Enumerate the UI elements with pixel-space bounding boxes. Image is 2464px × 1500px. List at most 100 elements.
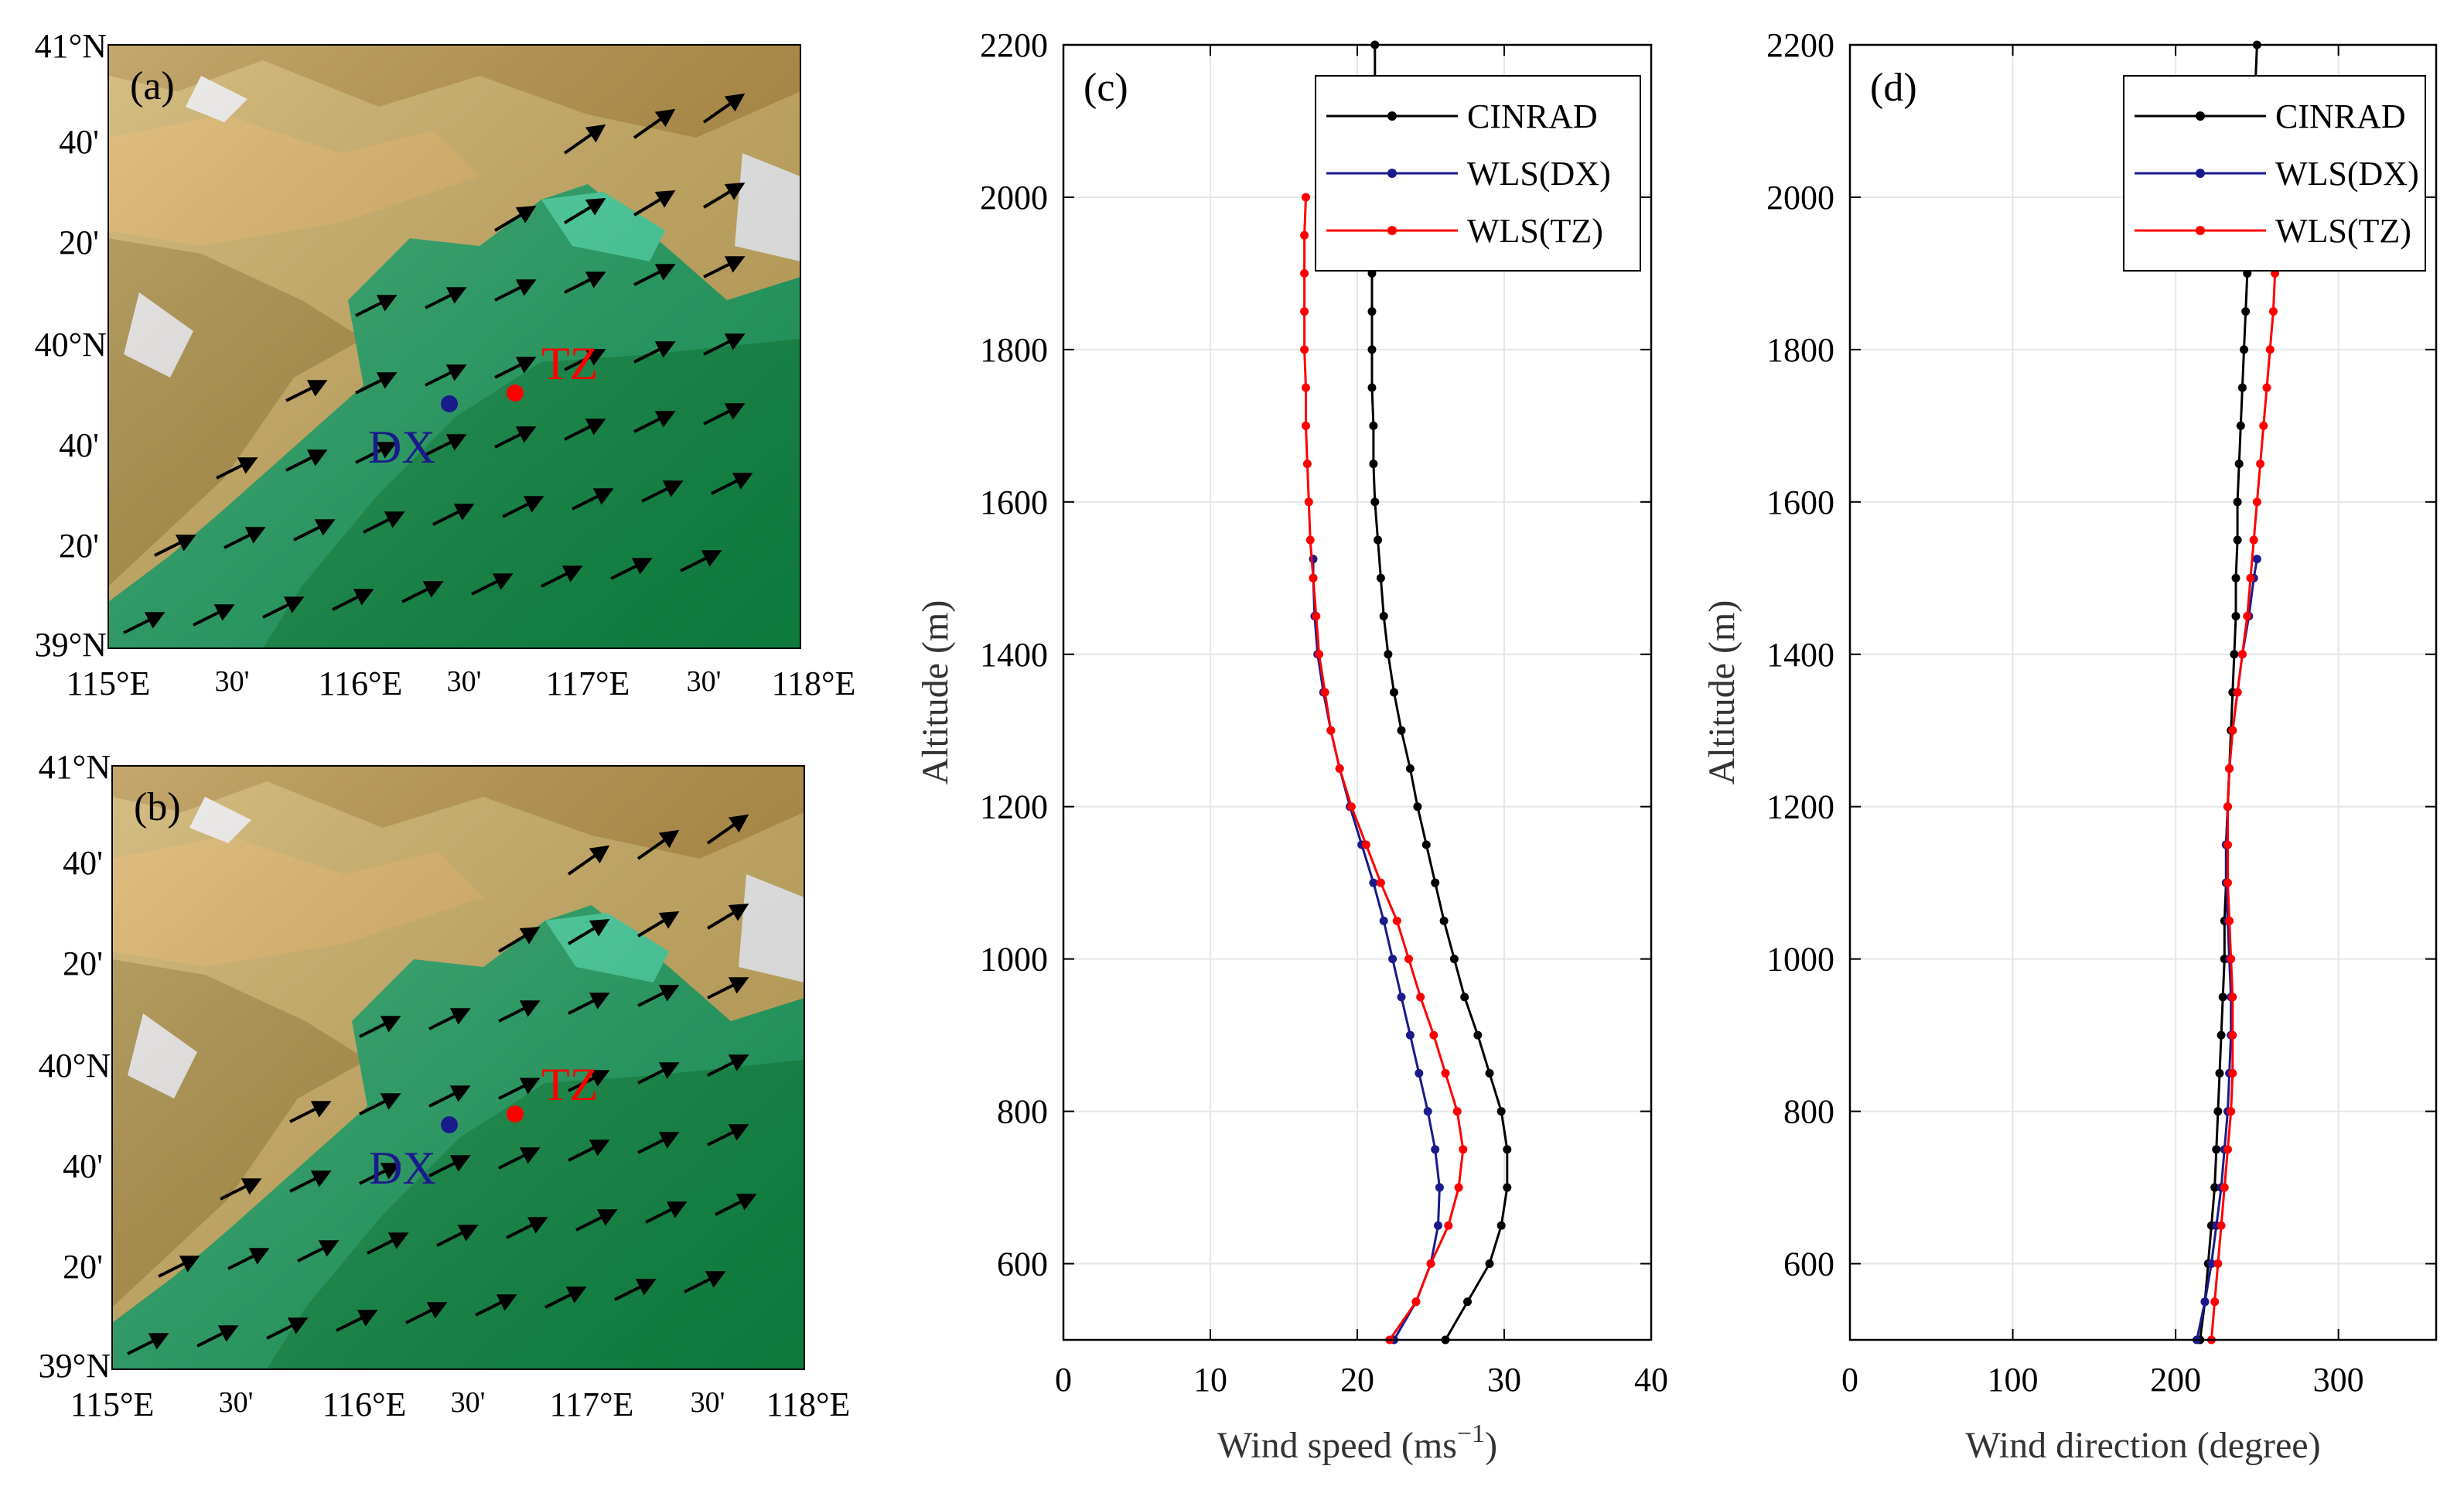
data-point xyxy=(1326,726,1336,735)
y-tick-label: 1600 xyxy=(980,483,1048,521)
x-tick-label: 117°E xyxy=(546,665,630,702)
y-tick-label: 1200 xyxy=(1766,788,1834,826)
data-point xyxy=(1302,460,1312,469)
data-point xyxy=(2217,1030,2226,1040)
data-point xyxy=(2246,573,2255,583)
x-tick-labels: 115°E 30' 116°E 30' 117°E 30' 118°E xyxy=(70,1386,851,1423)
data-point xyxy=(2243,612,2252,621)
data-point xyxy=(1473,1030,1483,1040)
y-tick-label: 20' xyxy=(63,945,103,982)
data-point xyxy=(2223,1145,2232,1154)
terrain-map xyxy=(112,766,804,1369)
data-point xyxy=(2231,612,2240,621)
panel-label: (d) xyxy=(1870,66,1917,110)
x-tick-label: 30' xyxy=(691,1386,725,1419)
x-tick-label: 30' xyxy=(451,1386,486,1419)
data-point xyxy=(2227,955,2236,964)
x-tick-label: 300 xyxy=(2313,1361,2364,1399)
series-wls-tz- xyxy=(1300,193,1468,1345)
data-point xyxy=(1305,535,1315,545)
legend-marker xyxy=(1387,226,1397,235)
station-tz-label: TZ xyxy=(541,338,598,389)
chart-panel-c: 0 10 20 30 40 600 800 1000 1200 1400 1600 1800 2000 2… xyxy=(915,26,1668,1466)
x-tick-label: 30' xyxy=(447,665,482,698)
data-point xyxy=(1405,1030,1415,1040)
data-point xyxy=(2249,535,2258,545)
data-point xyxy=(2237,650,2247,659)
y-axis-label: Altitude (m) xyxy=(1701,600,1742,785)
data-point xyxy=(1300,345,1309,354)
data-point xyxy=(1449,955,1459,964)
data-point xyxy=(1346,802,1356,812)
data-point xyxy=(1459,1145,1468,1154)
y-tick-label: 1000 xyxy=(1766,941,1834,979)
data-point xyxy=(1300,307,1309,316)
legend-marker xyxy=(2196,226,2205,235)
data-point xyxy=(2227,1107,2236,1116)
map-frame xyxy=(108,44,801,649)
axes-frame xyxy=(1848,43,2438,1341)
y-tick-label: 40' xyxy=(59,426,99,464)
data-point xyxy=(2228,726,2237,735)
terrain-map xyxy=(108,45,800,648)
wind-vectors xyxy=(123,93,753,634)
data-point xyxy=(1439,916,1449,925)
y-tick-label: 2000 xyxy=(980,179,1048,217)
data-point xyxy=(2230,650,2239,659)
data-point xyxy=(2228,1030,2237,1040)
data-point xyxy=(1435,1183,1444,1192)
panel-label: (b) xyxy=(134,785,181,829)
y-tick-label: 40' xyxy=(59,123,99,161)
data-point xyxy=(2225,916,2234,925)
data-point xyxy=(1300,231,1309,240)
chart-panel-d: 0 100 200 300 600 800 1000 1200 1400 1600 1800 2000… xyxy=(1701,26,2438,1466)
series-wls-dx- xyxy=(1309,555,1444,1345)
y-tick-label: 2200 xyxy=(1766,26,1834,64)
data-point xyxy=(1452,1107,1462,1116)
series-wls-dx- xyxy=(2192,555,2261,1345)
map-frame xyxy=(111,765,805,1370)
y-tick-label: 1800 xyxy=(1766,331,1834,369)
data-point xyxy=(2225,764,2234,773)
x-tick-label: 115°E xyxy=(67,665,151,702)
data-point xyxy=(2213,1259,2223,1269)
data-point xyxy=(2252,497,2261,507)
data-point xyxy=(1460,993,1469,1002)
x-tick-label: 20 xyxy=(1340,1361,1374,1399)
legend-marker xyxy=(1387,111,1397,121)
data-point xyxy=(1444,1221,1453,1230)
station-dx-label: DX xyxy=(368,422,435,473)
x-tick-label: 200 xyxy=(2150,1361,2201,1399)
x-tick-label: 117°E xyxy=(550,1386,634,1423)
data-point xyxy=(1361,840,1370,849)
data-point xyxy=(1503,1183,1512,1192)
x-tick-label: 40 xyxy=(1634,1361,1668,1399)
legend: CINRAD WLS(DX) WLS(TZ) xyxy=(2123,75,2426,272)
station-dx-label: DX xyxy=(369,1143,436,1194)
y-tick-label: 1000 xyxy=(980,941,1048,979)
data-point xyxy=(1416,993,1425,1002)
data-point xyxy=(1485,1068,1494,1078)
data-point xyxy=(1463,1297,1472,1307)
y-tick-label: 600 xyxy=(1783,1245,1834,1283)
data-point xyxy=(2206,1259,2216,1269)
legend-item: CINRAD xyxy=(1326,97,1598,135)
wind-vectors xyxy=(127,814,757,1355)
y-tick-label: 1400 xyxy=(1766,636,1834,674)
data-point xyxy=(2259,421,2268,430)
y-tick-label: 40' xyxy=(63,844,103,882)
legend-marker xyxy=(1387,169,1397,178)
data-point xyxy=(1404,955,1413,964)
x-tick-label: 30' xyxy=(215,665,250,698)
legend-item: CINRAD xyxy=(2135,97,2406,135)
data-point xyxy=(2262,383,2271,392)
legend-label: WLS(DX) xyxy=(1467,155,1611,193)
y-tick-label: 2000 xyxy=(1766,179,1834,217)
data-point xyxy=(1397,726,1406,735)
station-tz-marker xyxy=(507,384,524,401)
data-point xyxy=(1441,1068,1450,1078)
data-point xyxy=(1309,555,1318,564)
data-point xyxy=(1376,878,1385,887)
y-axis-label: Altitude (m) xyxy=(915,600,956,785)
